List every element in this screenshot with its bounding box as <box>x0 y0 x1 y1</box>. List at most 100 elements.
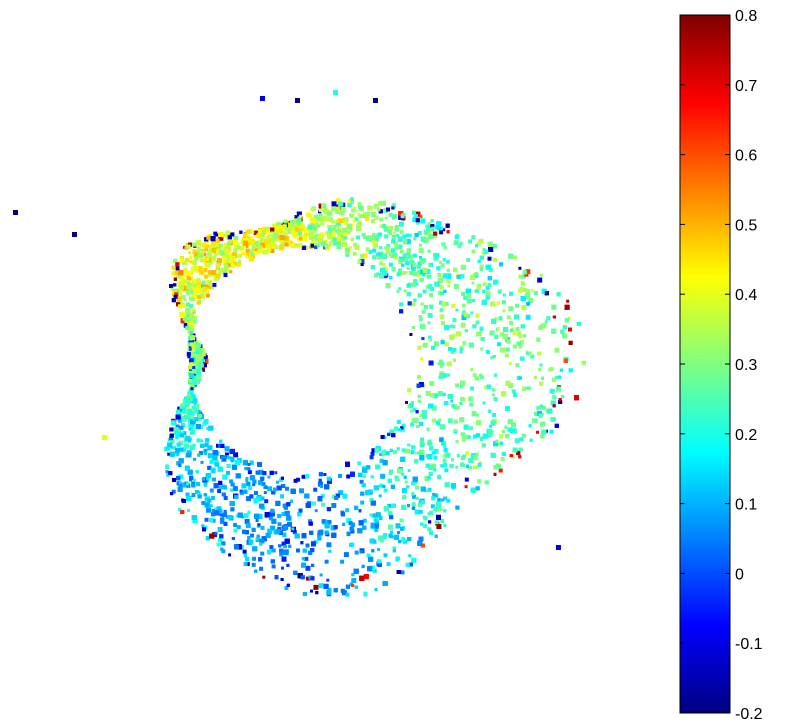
scatter-point <box>412 407 417 412</box>
scatter-point <box>561 395 565 399</box>
scatter-point <box>444 301 449 306</box>
scatter-point <box>441 242 446 247</box>
scatter-point <box>525 269 531 275</box>
scatter-point <box>328 243 332 247</box>
scatter-point <box>439 230 444 235</box>
scatter-point <box>345 592 350 597</box>
scatter-point <box>392 450 397 455</box>
scatter-point <box>245 245 249 249</box>
scatter-point <box>427 321 431 325</box>
scatter-point <box>211 509 215 513</box>
scatter-point <box>515 303 520 308</box>
scatter-point <box>183 443 189 449</box>
scatter-point <box>336 198 340 203</box>
scatter-point <box>420 437 425 442</box>
scatter-point <box>433 393 439 399</box>
scatter-point <box>396 234 400 237</box>
scatter-point <box>493 472 497 476</box>
scatter-point <box>285 486 289 491</box>
scatter-point <box>378 494 382 498</box>
scatter-point <box>373 517 378 522</box>
scatter-point <box>250 533 254 538</box>
scatter-point <box>515 363 520 368</box>
scatter-point <box>500 457 505 462</box>
scatter-point <box>403 289 407 293</box>
scatter-point <box>327 224 330 228</box>
scatter-point <box>260 525 265 530</box>
scatter-point <box>270 525 276 531</box>
scatter-point <box>345 252 350 257</box>
scatter-point <box>455 383 460 388</box>
scatter-point <box>443 444 447 448</box>
scatter-point <box>464 477 469 482</box>
scatter-point <box>514 438 520 444</box>
scatter-point <box>503 327 509 333</box>
scatter-point <box>549 429 554 434</box>
scatter-point <box>524 272 529 277</box>
scatter-point <box>187 355 191 359</box>
scatter-point <box>293 478 298 483</box>
scatter-point <box>210 495 215 500</box>
scatter-point <box>469 402 474 407</box>
scatter-point <box>217 527 223 532</box>
scatter-point <box>439 508 443 512</box>
scatter-point <box>409 333 413 336</box>
scatter-point <box>292 530 297 535</box>
scatter-point <box>201 248 205 252</box>
scatter-point <box>389 232 392 236</box>
scatter-point <box>182 245 186 249</box>
scatter-point <box>371 513 376 518</box>
scatter-point <box>193 402 197 406</box>
scatter-point <box>319 573 323 577</box>
scatter-point <box>202 368 205 372</box>
scatter-point <box>387 503 392 508</box>
scatter-point <box>204 284 209 289</box>
scatter-point <box>480 347 484 351</box>
scatter-point <box>225 236 229 240</box>
scatter-point <box>337 241 341 245</box>
scatter-point <box>502 309 506 313</box>
scatter-point <box>379 217 384 222</box>
scatter-point <box>440 291 445 296</box>
scatter-point <box>256 534 260 538</box>
scatter-point <box>508 306 514 312</box>
scatter-point <box>408 554 412 558</box>
scatter-point <box>255 519 259 522</box>
scatter-point <box>325 232 328 236</box>
scatter-point <box>351 578 357 583</box>
scatter-point <box>403 254 408 259</box>
scatter-point <box>461 315 467 320</box>
scatter-point <box>230 448 235 454</box>
scatter-point <box>199 283 205 289</box>
scatter-point <box>533 376 537 379</box>
scatter-point <box>262 226 267 231</box>
scatter-point <box>450 399 454 403</box>
scatter-point <box>207 465 212 470</box>
scatter-point <box>319 216 325 222</box>
scatter-point <box>310 243 315 248</box>
scatter-point <box>233 528 238 533</box>
scatter-point <box>240 239 245 244</box>
scatter-point <box>554 347 560 353</box>
scatter-point <box>357 461 362 466</box>
scatter-point <box>218 235 224 241</box>
scatter-point <box>227 456 231 460</box>
scatter-point <box>318 583 324 589</box>
scatter-point <box>406 266 410 270</box>
scatter-point <box>260 551 265 556</box>
scatter-point <box>335 493 340 498</box>
scatter-point <box>405 448 411 454</box>
scatter-point <box>427 512 431 516</box>
scatter-point <box>511 389 516 394</box>
scatter-point <box>313 584 319 590</box>
scatter-point <box>318 212 323 217</box>
scatter-point <box>305 233 309 237</box>
scatter-point <box>320 221 325 226</box>
scatter-point <box>346 518 352 524</box>
scatter-point <box>259 566 264 571</box>
scatter-point <box>520 339 525 344</box>
scatter-point <box>191 260 197 266</box>
scatter-point <box>331 503 337 508</box>
scatter-point <box>412 253 417 258</box>
